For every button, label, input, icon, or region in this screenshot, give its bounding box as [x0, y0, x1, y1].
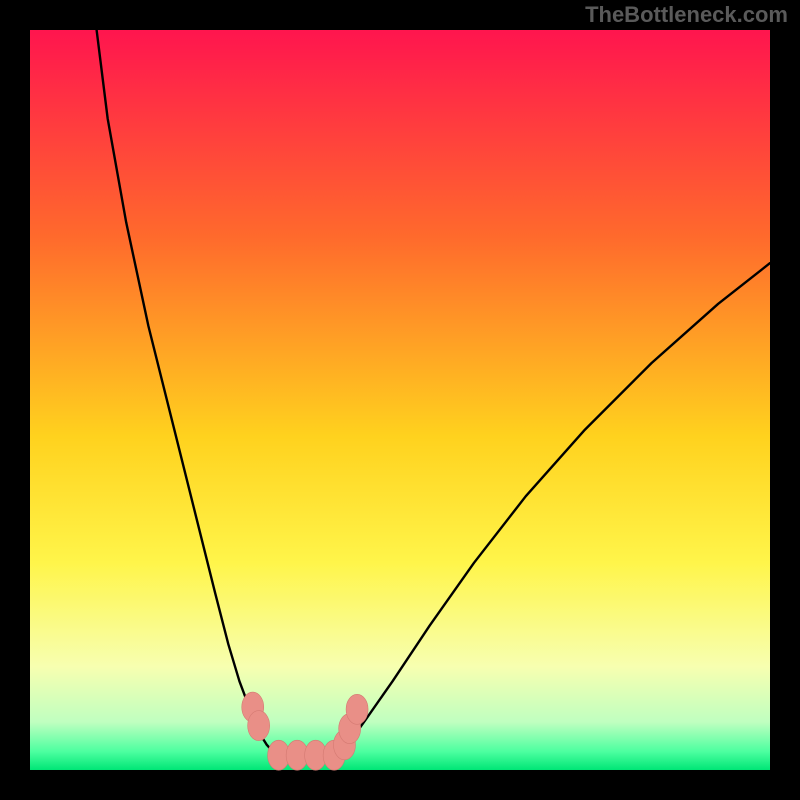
- plot-area: [30, 30, 770, 770]
- bead-marker: [346, 694, 368, 724]
- bottleneck-chart: TheBottleneck.com: [0, 0, 800, 800]
- chart-svg: TheBottleneck.com: [0, 0, 800, 800]
- bead-marker: [248, 711, 270, 741]
- watermark-text: TheBottleneck.com: [585, 2, 788, 27]
